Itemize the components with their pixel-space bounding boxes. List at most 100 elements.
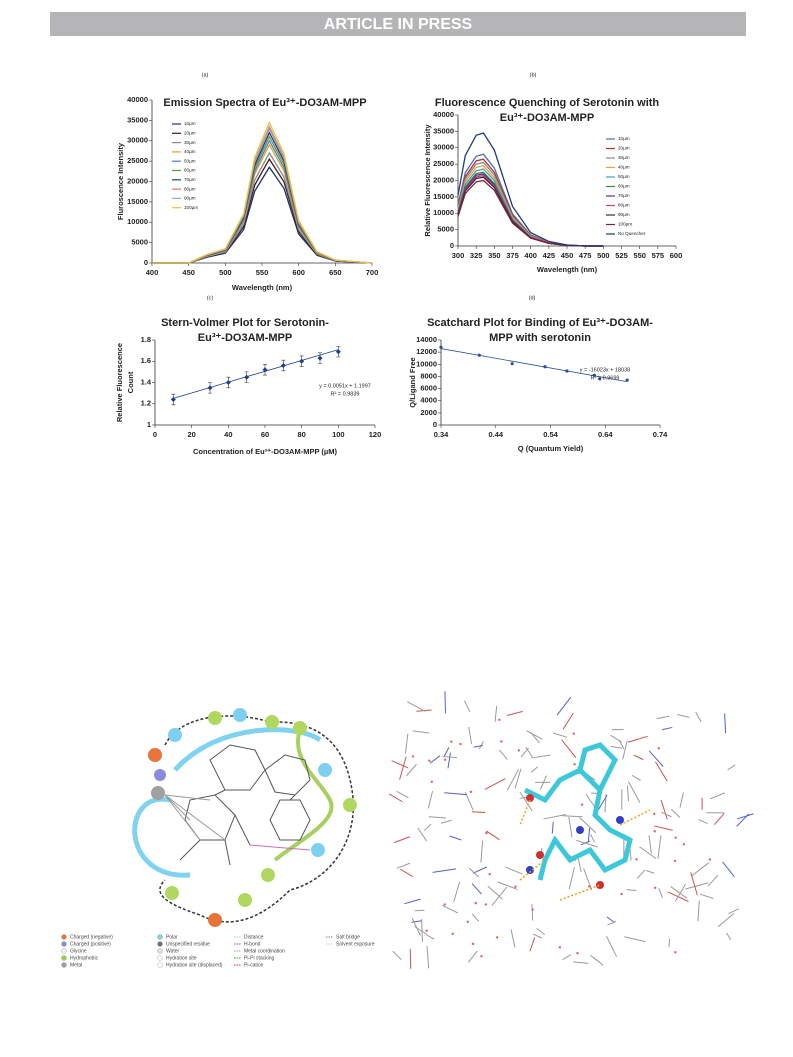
x-tick-label: 550 xyxy=(633,251,646,260)
water xyxy=(653,830,656,833)
water xyxy=(674,951,677,954)
residue-stick xyxy=(607,921,617,926)
y-tick-label: 40000 xyxy=(127,95,148,104)
residue-stick xyxy=(468,726,473,745)
x-tick-label: 450 xyxy=(182,268,195,277)
legend-label: 100µm xyxy=(618,222,632,227)
residue-stick xyxy=(467,950,478,963)
legend-swatch xyxy=(157,941,163,947)
residue-stick xyxy=(628,735,648,743)
water xyxy=(480,955,483,958)
interaction-diagram xyxy=(132,708,357,927)
x-tick-label: 0.44 xyxy=(488,430,503,439)
residue-stick xyxy=(391,760,409,769)
x-tick-label: 0.64 xyxy=(598,430,613,439)
data-point xyxy=(262,367,268,373)
y-tick-label: 35000 xyxy=(127,115,148,124)
residue-stick xyxy=(629,848,632,861)
residue-stick xyxy=(421,919,423,943)
y-tick-label: 10000 xyxy=(416,359,437,368)
x-axis-title: Concentration of Eu³⁺-DO3AM-MPP (µM) xyxy=(193,447,337,456)
residue-stick xyxy=(697,900,700,922)
atom xyxy=(536,851,544,859)
residue-stick xyxy=(473,745,483,748)
y-tick-label: 0 xyxy=(450,241,454,250)
legend-label: Hydration site (displaced) xyxy=(166,962,223,968)
data-point xyxy=(335,349,341,355)
y-tick-label: 8000 xyxy=(420,371,437,380)
residue-stick xyxy=(472,866,488,874)
residue-stick xyxy=(471,913,480,922)
residue-stick xyxy=(639,846,657,860)
residue-stick xyxy=(691,862,709,877)
residue-stick xyxy=(668,938,671,947)
residue-stick xyxy=(579,817,597,834)
data-point xyxy=(565,369,569,373)
atom xyxy=(576,826,584,834)
residue-stick xyxy=(404,733,409,754)
residue-stick xyxy=(590,955,604,966)
chart-title: MPP with serotonin xyxy=(489,332,591,344)
y-tick-label: 12000 xyxy=(416,347,437,356)
residue-stick xyxy=(568,867,575,890)
legend-label: Salt bridge xyxy=(336,934,360,940)
y-tick-label: 30000 xyxy=(127,136,148,145)
residue-stick xyxy=(432,868,457,873)
legend-label: 40µm xyxy=(184,149,196,154)
x-tick-label: 0 xyxy=(153,430,157,439)
water xyxy=(576,952,579,955)
x-axis-title: Wavelength (nm) xyxy=(232,283,293,292)
water xyxy=(488,873,491,876)
legend-label: 60µm xyxy=(184,168,196,173)
legend-label: 50µm xyxy=(184,158,196,163)
backbone xyxy=(159,715,354,923)
residue-stick xyxy=(485,830,500,841)
binding-structure xyxy=(389,691,754,970)
residue-stick xyxy=(536,927,545,936)
x-tick-label: 80 xyxy=(297,430,305,439)
legend-label: Metal coordination xyxy=(244,948,285,954)
residue-stick xyxy=(724,713,727,734)
residue-stick xyxy=(658,888,663,898)
panel-label: (d) xyxy=(529,295,536,301)
y-tick-label: 20000 xyxy=(433,175,454,184)
water xyxy=(450,740,453,743)
water xyxy=(573,763,576,766)
data-point xyxy=(207,385,213,391)
y-axis-title: Fluroscence Intensity xyxy=(116,142,125,220)
residue-stick xyxy=(562,954,572,961)
y-tick-label: 1.2 xyxy=(141,399,151,408)
legend-label: 80µm xyxy=(618,203,630,208)
residue-stick xyxy=(429,755,441,764)
atom xyxy=(526,794,534,802)
legend-label: 20µm xyxy=(618,146,630,151)
data-point xyxy=(598,377,602,381)
residue-stick xyxy=(657,835,662,859)
data-point xyxy=(170,397,176,402)
x-axis-title: Q (Quantum Yield) xyxy=(518,444,584,453)
data-point xyxy=(510,362,514,366)
residue-stick xyxy=(552,732,568,738)
chart-title: Fluorescence Quenching of Serotonin with xyxy=(435,97,660,109)
water xyxy=(471,942,475,946)
residue-stick xyxy=(551,821,554,834)
data-point xyxy=(225,380,231,385)
residue-stick xyxy=(520,747,529,758)
water xyxy=(580,803,584,806)
trendline-equation: y = 0.0051x + 1.1997 xyxy=(319,383,371,389)
x-tick-label: 300 xyxy=(452,251,465,260)
residue-stick xyxy=(478,740,484,750)
residue-stick xyxy=(576,839,598,848)
residue-stick xyxy=(530,754,551,759)
residue-stick xyxy=(562,815,583,818)
water xyxy=(485,831,488,835)
water xyxy=(498,718,501,721)
water xyxy=(411,755,415,758)
residue-stick xyxy=(573,961,589,964)
y-tick-label: 15000 xyxy=(433,192,454,201)
residue-stick xyxy=(661,726,673,731)
atom xyxy=(616,816,624,824)
residue-stick xyxy=(471,883,482,895)
residue-stick xyxy=(506,769,520,791)
